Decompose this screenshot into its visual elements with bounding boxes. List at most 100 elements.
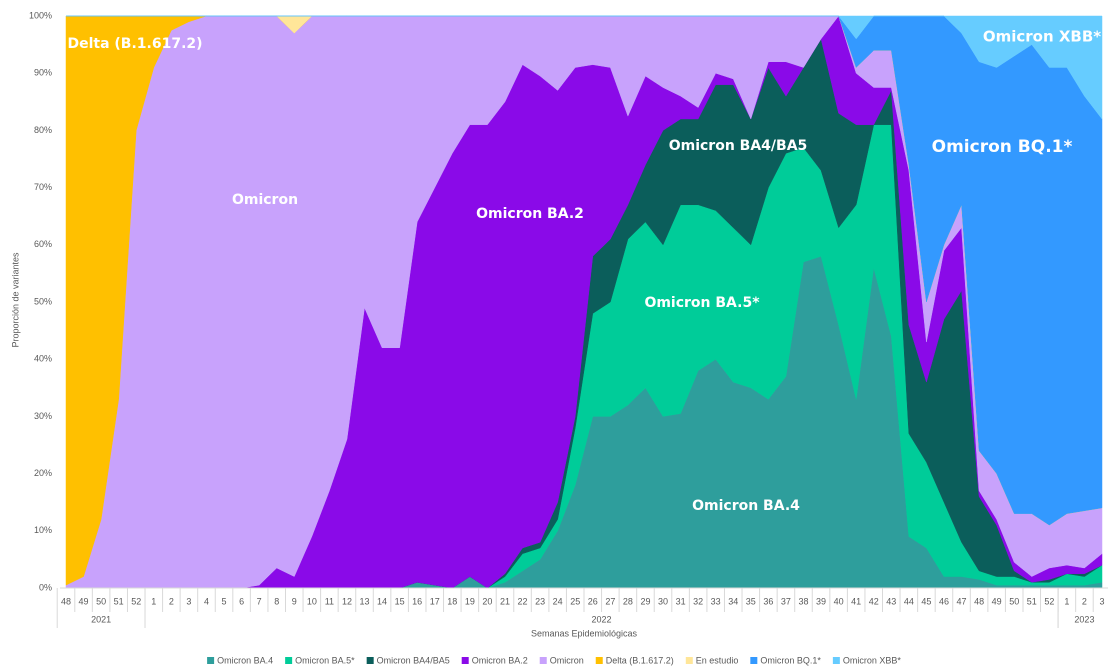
x-tick-label: 12 xyxy=(342,596,352,606)
x-tick-label: 25 xyxy=(570,596,580,606)
x-tick-label: 29 xyxy=(640,596,650,606)
x-tick-label: 49 xyxy=(992,596,1002,606)
x-tick-label: 3 xyxy=(186,596,191,606)
area-label: Omicron BA4/BA5 xyxy=(669,138,808,154)
legend: Omicron BA.4 Omicron BA.5* Omicron BA4/BA5… xyxy=(207,655,901,665)
x-tick-label: 17 xyxy=(430,596,440,606)
x-tick-label: 14 xyxy=(377,596,387,606)
legend-swatch xyxy=(750,657,758,664)
legend-label: En estudio xyxy=(696,655,739,665)
x-tick-label: 34 xyxy=(728,596,738,606)
x-tick-label: 32 xyxy=(693,596,703,606)
x-group-label: 2021 xyxy=(91,614,111,624)
y-tick-label: 60% xyxy=(34,239,52,249)
x-tick-label: 48 xyxy=(974,596,984,606)
x-tick-label: 27 xyxy=(605,596,615,606)
x-tick-label: 5 xyxy=(222,596,227,606)
x-tick-label: 3 xyxy=(1099,596,1104,606)
legend-label: Omicron BA4/BA5 xyxy=(377,655,450,665)
x-tick-label: 51 xyxy=(1027,596,1037,606)
plot-area xyxy=(65,15,1103,589)
area xyxy=(66,15,1103,120)
x-tick-label: 40 xyxy=(834,596,844,606)
x-tick-label: 46 xyxy=(939,596,949,606)
x-axis-title: Semanas Epidemiológicas xyxy=(531,628,638,638)
y-tick-label: 20% xyxy=(34,468,52,478)
legend-swatch xyxy=(207,657,215,664)
x-tick-label: 52 xyxy=(131,596,141,606)
x-tick-label: 39 xyxy=(816,596,826,606)
legend-swatch xyxy=(832,657,840,664)
x-tick-label: 6 xyxy=(239,596,244,606)
y-tick-label: 50% xyxy=(34,296,52,306)
x-tick-label: 48 xyxy=(61,596,71,606)
x-tick-label: 4 xyxy=(204,596,209,606)
legend-swatch xyxy=(461,657,469,664)
y-tick-label: 100% xyxy=(29,10,52,20)
legend-label: Omicron BA.2 xyxy=(472,655,528,665)
x-tick-label: 47 xyxy=(957,596,967,606)
x-tick-label: 1 xyxy=(151,596,156,606)
legend-label: Delta (B.1.617.2) xyxy=(606,655,674,665)
x-tick-label: 1 xyxy=(1064,596,1069,606)
y-axis-title: Proporción de variantes xyxy=(10,252,20,348)
x-tick-label: 22 xyxy=(518,596,528,606)
legend-swatch xyxy=(539,657,547,664)
y-tick-label: 80% xyxy=(34,125,52,135)
x-tick-label: 44 xyxy=(904,596,914,606)
legend-label: Omicron XBB* xyxy=(843,655,902,665)
x-tick-label: 30 xyxy=(658,596,668,606)
x-tick-label: 33 xyxy=(711,596,721,606)
x-tick-label: 38 xyxy=(798,596,808,606)
x-tick-label: 10 xyxy=(307,596,317,606)
x-tick-label: 49 xyxy=(79,596,89,606)
x-tick-label: 43 xyxy=(886,596,896,606)
x-tick-label: 15 xyxy=(395,596,405,606)
x-tick-label: 8 xyxy=(274,596,279,606)
x-tick-label: 42 xyxy=(869,596,879,606)
x-tick-label: 50 xyxy=(1009,596,1019,606)
x-tick-label: 18 xyxy=(447,596,457,606)
x-tick-label: 24 xyxy=(553,596,563,606)
x-tick-label: 7 xyxy=(257,596,262,606)
x-tick-label: 36 xyxy=(763,596,773,606)
area-label: Omicron XBB* xyxy=(983,28,1101,46)
x-tick-label: 41 xyxy=(851,596,861,606)
x-tick-label: 51 xyxy=(114,596,124,606)
area-label: Omicron BA.4 xyxy=(692,498,800,514)
area-label: Omicron BQ.1* xyxy=(932,137,1073,157)
y-tick-label: 90% xyxy=(34,68,52,78)
legend-swatch xyxy=(685,657,693,664)
x-tick-label: 20 xyxy=(482,596,492,606)
area-label: Omicron xyxy=(232,192,298,208)
x-group-label: 2022 xyxy=(592,614,612,624)
x-tick-label: 52 xyxy=(1044,596,1054,606)
x-tick-label: 28 xyxy=(623,596,633,606)
x-group-label: 2023 xyxy=(1074,614,1094,624)
y-tick-label: 10% xyxy=(34,525,52,535)
x-tick-label: 35 xyxy=(746,596,756,606)
x-tick-label: 11 xyxy=(325,596,334,606)
x-tick-label: 37 xyxy=(781,596,791,606)
x-tick-label: 50 xyxy=(96,596,106,606)
x-tick-label: 19 xyxy=(465,596,475,606)
legend-swatch xyxy=(285,657,293,664)
x-tick-label: 31 xyxy=(676,596,686,606)
y-tick-label: 70% xyxy=(34,182,52,192)
y-tick-label: 0% xyxy=(39,582,52,592)
x-tick-label: 16 xyxy=(412,596,422,606)
x-tick-label: 13 xyxy=(360,596,370,606)
area-label: Omicron BA.5* xyxy=(644,295,760,311)
x-tick-label: 23 xyxy=(535,596,545,606)
x-tick-label: 26 xyxy=(588,596,598,606)
legend-swatch xyxy=(366,657,374,664)
x-tick-label: 2 xyxy=(169,596,174,606)
y-tick-label: 30% xyxy=(34,411,52,421)
x-tick-label: 21 xyxy=(500,596,510,606)
x-tick-label: 45 xyxy=(921,596,931,606)
y-tick-label: 40% xyxy=(34,354,52,364)
x-tick-label: 9 xyxy=(292,596,297,606)
legend-label: Omicron BA.4 xyxy=(217,655,273,665)
area-label: Omicron BA.2 xyxy=(476,206,584,222)
